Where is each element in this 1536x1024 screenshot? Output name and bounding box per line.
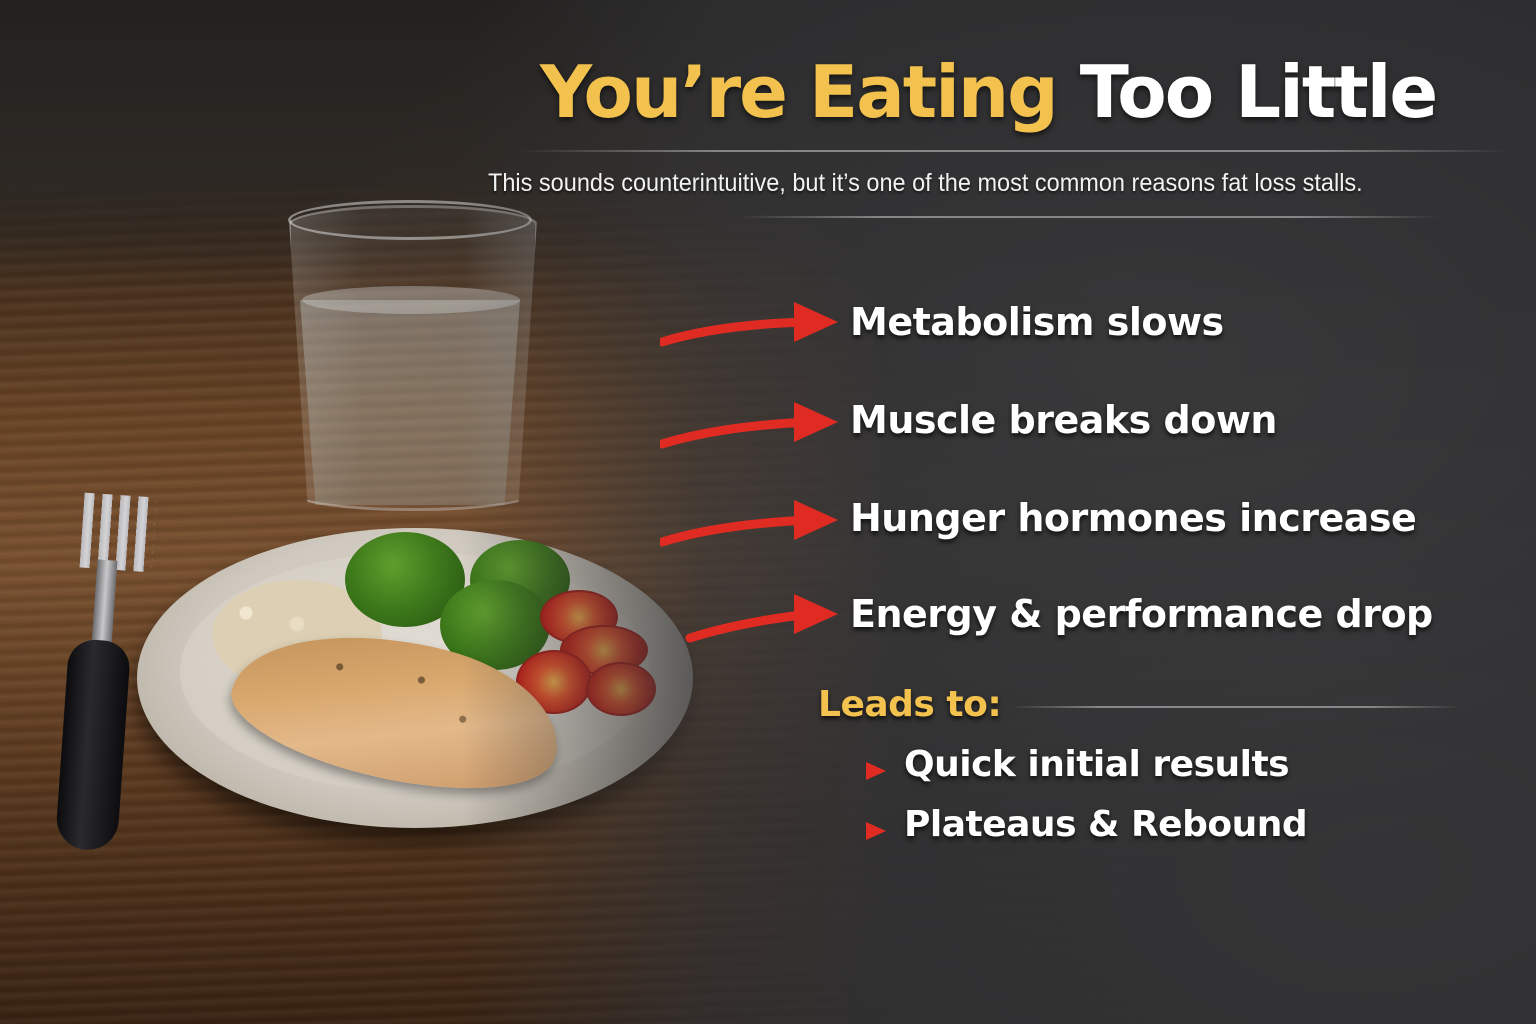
effect-label: Energy & performance drop xyxy=(850,592,1433,636)
effect-item-energy: Energy & performance drop xyxy=(660,586,1480,646)
outcome-label: Plateaus & Rebound xyxy=(904,804,1308,845)
effect-item-muscle: Muscle breaks down xyxy=(660,392,1480,452)
effect-label: Hunger hormones increase xyxy=(850,496,1417,540)
red-arrow-icon xyxy=(685,594,838,643)
headline: You’re Eating Too Little xyxy=(540,44,1440,140)
outcome-item-quick-results: Quick initial results xyxy=(866,744,1466,794)
outcome-label: Quick initial results xyxy=(904,744,1290,785)
red-arrow-icon xyxy=(660,402,838,449)
outcome-item-plateaus: Plateaus & Rebound xyxy=(866,804,1466,854)
headline-rest: Too Little xyxy=(1079,50,1438,134)
divider-bottom xyxy=(740,216,1440,218)
effect-item-metabolism: Metabolism slows xyxy=(660,294,1480,354)
red-arrow-icon xyxy=(660,302,838,347)
divider-top xyxy=(520,150,1510,152)
effect-label: Metabolism slows xyxy=(850,300,1224,344)
leads-to-divider xyxy=(1010,706,1460,708)
leads-to-heading: Leads to: xyxy=(818,684,1002,725)
red-arrow-icon xyxy=(660,500,838,547)
red-triangle-bullet-icon xyxy=(866,762,886,780)
red-triangle-bullet-icon xyxy=(866,822,886,840)
headline-highlight: You’re Eating xyxy=(540,50,1059,134)
effect-item-hunger: Hunger hormones increase xyxy=(660,490,1480,550)
effect-label: Muscle breaks down xyxy=(850,398,1277,442)
subtitle: This sounds counterintuitive, but it’s o… xyxy=(488,169,1363,197)
